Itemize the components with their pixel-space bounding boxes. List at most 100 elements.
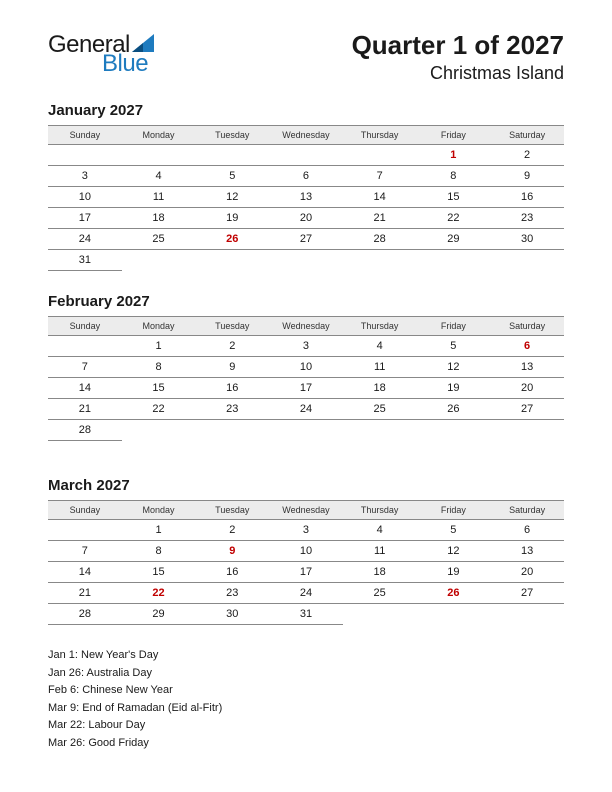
calendar-row: 14151617181920: [48, 378, 564, 399]
calendar-day: 24: [48, 229, 122, 250]
calendar-row: 78910111213: [48, 357, 564, 378]
calendar-day: [417, 604, 491, 625]
calendar-row: 123456: [48, 336, 564, 357]
holiday-day: 26: [447, 587, 459, 599]
holiday-day: 9: [229, 545, 235, 557]
calendar-day: 6: [490, 336, 564, 357]
weekday-header: Wednesday: [269, 317, 343, 336]
calendar-day: 3: [48, 166, 122, 187]
calendar-day: [48, 145, 122, 166]
calendar-day: 1: [417, 145, 491, 166]
holiday-list-item: Mar 26: Good Friday: [48, 735, 564, 752]
calendar-day: [343, 420, 417, 441]
calendar-day: 17: [48, 208, 122, 229]
calendar-day: 13: [269, 187, 343, 208]
weekday-header: Wednesday: [269, 126, 343, 145]
calendar-day: 9: [490, 166, 564, 187]
calendar-day: 5: [195, 166, 269, 187]
calendar-day: 16: [490, 187, 564, 208]
calendar-day: [269, 420, 343, 441]
calendar-day: 18: [343, 378, 417, 399]
weekday-header: Sunday: [48, 317, 122, 336]
calendar-day: [195, 420, 269, 441]
calendar-day: 13: [490, 357, 564, 378]
weekday-header: Wednesday: [269, 501, 343, 520]
calendar-day: 7: [48, 541, 122, 562]
weekday-header: Monday: [122, 317, 196, 336]
calendar-day: 19: [195, 208, 269, 229]
calendar-row: 10111213141516: [48, 187, 564, 208]
calendar-day: 20: [490, 562, 564, 583]
calendar-day: 12: [417, 541, 491, 562]
calendar-day: 24: [269, 583, 343, 604]
calendar-day: 21: [343, 208, 417, 229]
calendar-day: 14: [343, 187, 417, 208]
weekday-header: Friday: [417, 501, 491, 520]
calendar-row: 3456789: [48, 166, 564, 187]
calendar-day: 25: [343, 583, 417, 604]
month-title: March 2027: [48, 477, 564, 494]
calendar-day: 10: [269, 357, 343, 378]
calendar-day: 5: [417, 520, 491, 541]
holiday-day: 6: [524, 340, 530, 352]
calendar-day: 8: [122, 541, 196, 562]
calendar-day: 3: [269, 336, 343, 357]
calendar-day: 23: [490, 208, 564, 229]
calendar-day: 13: [490, 541, 564, 562]
weekday-header: Sunday: [48, 126, 122, 145]
weekday-header: Monday: [122, 126, 196, 145]
weekday-header: Thursday: [343, 126, 417, 145]
calendar-day: 24: [269, 399, 343, 420]
weekday-header: Monday: [122, 501, 196, 520]
calendar-day: 11: [343, 541, 417, 562]
calendar-day: 8: [122, 357, 196, 378]
holiday-list-item: Jan 1: New Year's Day: [48, 647, 564, 664]
calendar-day: 10: [48, 187, 122, 208]
calendar-day: 9: [195, 357, 269, 378]
calendar-day: 15: [122, 378, 196, 399]
calendar-day: [343, 250, 417, 271]
calendar-day: 21: [48, 583, 122, 604]
calendar-day: 23: [195, 583, 269, 604]
holiday-list-item: Mar 9: End of Ramadan (Eid al-Fitr): [48, 700, 564, 717]
calendar-day: 31: [48, 250, 122, 271]
calendar-day: 2: [195, 520, 269, 541]
title-block: Quarter 1 of 2027 Christmas Island: [352, 30, 564, 84]
calendar-day: 18: [122, 208, 196, 229]
page-root: General Blue Quarter 1 of 2027 Christmas…: [0, 0, 612, 772]
calendar-day: 14: [48, 562, 122, 583]
logo: General Blue: [48, 30, 154, 76]
calendar-day: 12: [195, 187, 269, 208]
weekday-header: Tuesday: [195, 501, 269, 520]
calendar-table: SundayMondayTuesdayWednesdayThursdayFrid…: [48, 316, 564, 441]
calendar-day: [195, 250, 269, 271]
weekday-header: Tuesday: [195, 317, 269, 336]
calendar-day: [122, 420, 196, 441]
calendar-day: 7: [343, 166, 417, 187]
holiday-day: 1: [450, 149, 456, 161]
calendar-day: 1: [122, 520, 196, 541]
calendar-day: 14: [48, 378, 122, 399]
calendar-day: 6: [490, 520, 564, 541]
holiday-day: 22: [152, 587, 164, 599]
calendar-day: [195, 145, 269, 166]
calendar-day: 10: [269, 541, 343, 562]
calendar-day: 4: [343, 336, 417, 357]
calendar-day: 1: [122, 336, 196, 357]
calendar-day: 6: [269, 166, 343, 187]
calendar-row: 14151617181920: [48, 562, 564, 583]
calendar-day: [490, 604, 564, 625]
calendar-row: 28293031: [48, 604, 564, 625]
calendar-day: [417, 250, 491, 271]
calendar-day: 25: [343, 399, 417, 420]
calendar-day: [269, 250, 343, 271]
calendar-row: 123456: [48, 520, 564, 541]
calendar-day: 30: [195, 604, 269, 625]
calendar-day: 7: [48, 357, 122, 378]
month-title: February 2027: [48, 293, 564, 310]
calendar-row: 21222324252627: [48, 583, 564, 604]
holiday-list: Jan 1: New Year's DayJan 26: Australia D…: [48, 647, 564, 751]
calendar-day: 19: [417, 378, 491, 399]
page-title: Quarter 1 of 2027: [352, 30, 564, 61]
calendar-day: [269, 145, 343, 166]
